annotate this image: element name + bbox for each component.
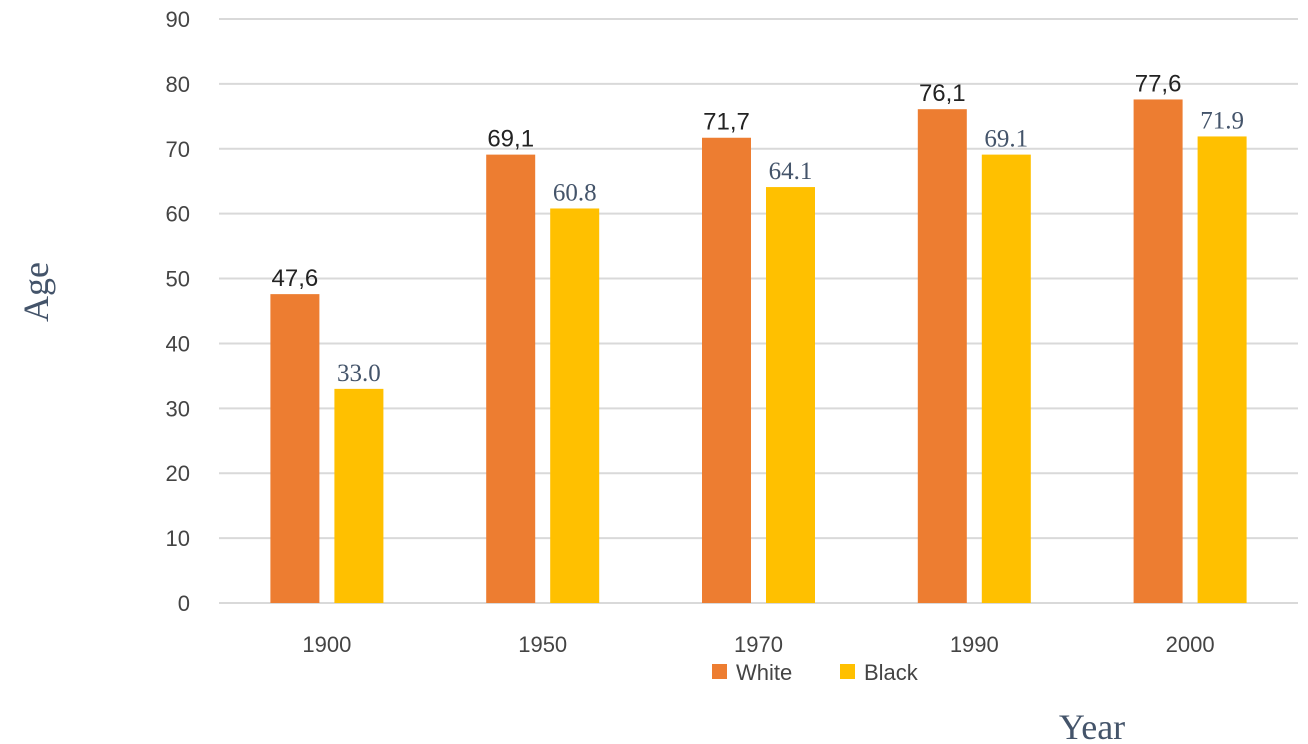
data-labels: 47,6 33.0 69,1 60.8 71,7 64.1 76,1 69.1 77,6 71.9	[272, 70, 1244, 386]
legend-label-white: White	[736, 660, 792, 685]
bar-black	[550, 208, 600, 603]
data-label-white: 69,1	[487, 126, 534, 153]
data-label-black: 60.8	[553, 179, 597, 206]
x-tick-label: 1990	[950, 632, 999, 657]
legend-label-black: Black	[864, 660, 919, 685]
x-tick-label: 1970	[734, 632, 783, 657]
data-label-black: 71.9	[1200, 107, 1244, 134]
bar-white	[702, 137, 751, 603]
bar-black	[766, 187, 815, 603]
bar-white	[917, 109, 967, 603]
data-label-black: 64.1	[769, 158, 813, 185]
y-tick-label: 20	[166, 461, 190, 486]
y-tick-label: 50	[166, 267, 190, 292]
x-tick-labels: 1900 1950 1970 1990 2000	[302, 632, 1214, 657]
bar-white	[270, 294, 320, 603]
legend-swatch-black	[840, 664, 855, 679]
y-tick-label: 30	[166, 396, 190, 421]
y-tick-labels: 0 10 20 30 40 50 60 70 80 90	[166, 7, 190, 616]
data-label-white: 71,7	[703, 109, 750, 136]
data-label-white: 47,6	[272, 265, 319, 292]
bar-black	[334, 388, 384, 603]
y-tick-label: 60	[166, 202, 190, 227]
data-label-black: 69.1	[984, 126, 1028, 153]
legend: White Black	[712, 660, 919, 685]
legend-swatch-white	[712, 664, 727, 679]
x-tick-label: 1950	[518, 632, 567, 657]
data-label-white: 77,6	[1135, 70, 1182, 97]
y-tick-label: 10	[166, 526, 190, 551]
y-axis-title: Age	[16, 262, 56, 322]
bar-black	[1197, 136, 1247, 603]
x-axis-title: Year	[1059, 707, 1125, 744]
bars	[270, 99, 1247, 603]
y-tick-label: 90	[166, 7, 190, 32]
data-label-black: 33.0	[337, 360, 381, 387]
gridlines	[219, 18, 1298, 604]
x-tick-label: 2000	[1166, 632, 1215, 657]
bar-white	[1133, 99, 1183, 603]
y-tick-label: 70	[166, 137, 190, 162]
bar-white	[486, 154, 536, 603]
x-tick-label: 1900	[302, 632, 351, 657]
data-label-white: 76,1	[919, 80, 966, 107]
y-tick-label: 40	[166, 331, 190, 356]
y-tick-label: 0	[178, 591, 190, 616]
y-tick-label: 80	[166, 72, 190, 97]
bar-black	[981, 154, 1031, 603]
